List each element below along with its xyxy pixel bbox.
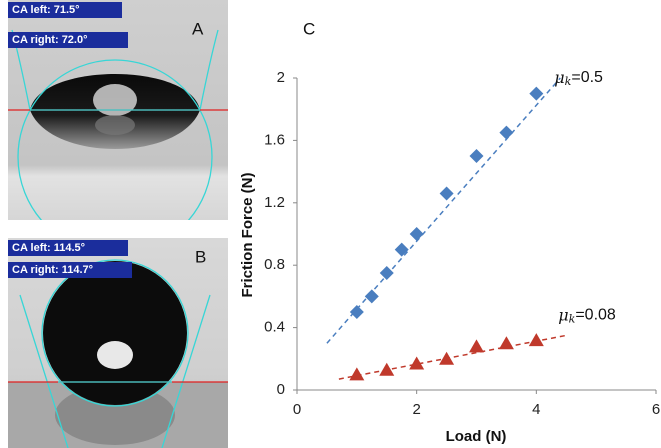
mu-value: =0.08 xyxy=(575,307,616,324)
panel-label: C xyxy=(303,19,315,38)
trend-line xyxy=(326,77,561,344)
data-point xyxy=(394,242,409,257)
x-tick-label: 2 xyxy=(412,401,420,418)
annotation: μk=0.08 xyxy=(558,305,616,326)
ca-right: CA right: 114.7° xyxy=(12,264,93,276)
data-point xyxy=(409,356,425,370)
data-point xyxy=(349,305,364,319)
data-point xyxy=(349,367,365,381)
data-point xyxy=(409,227,424,241)
x-tick-label: 6 xyxy=(652,401,660,418)
mu-subscript: k xyxy=(565,75,572,88)
data-point xyxy=(379,362,395,376)
y-tick-label: 1.2 xyxy=(264,194,285,211)
y-tick-label: 2 xyxy=(277,69,285,86)
x-axis-label: Load (N) xyxy=(446,428,507,445)
ca-left: CA left: 114.5° xyxy=(12,242,85,254)
data-point xyxy=(528,333,544,347)
data-point xyxy=(439,351,455,365)
y-tick-label: 0 xyxy=(277,381,285,398)
label-box xyxy=(8,2,122,18)
trend-line xyxy=(338,334,567,380)
panel-label: A xyxy=(192,19,204,38)
label-box xyxy=(8,262,132,278)
ca-right: CA right: 72.0° xyxy=(12,34,88,46)
data-point xyxy=(364,289,379,304)
label-box xyxy=(8,32,128,48)
ca-left: CA left: 71.5° xyxy=(12,4,80,16)
data-point xyxy=(379,266,394,280)
data-point xyxy=(439,186,454,201)
data-point xyxy=(499,125,514,140)
data-point xyxy=(469,149,484,163)
panel-label: B xyxy=(195,247,206,266)
y-tick-label: 0.8 xyxy=(264,256,285,273)
label-box xyxy=(8,240,128,256)
data-point xyxy=(498,336,514,350)
annotation: μk=0.5 xyxy=(554,68,603,89)
mu-value: =0.5 xyxy=(571,69,603,86)
mu-subscript: k xyxy=(569,312,576,325)
y-axis-label: Friction Force (N) xyxy=(239,172,256,297)
mu-symbol: μ xyxy=(554,68,564,87)
mu-symbol: μ xyxy=(558,305,568,324)
x-tick-label: 4 xyxy=(532,401,540,418)
x-tick-label: 0 xyxy=(293,401,301,418)
y-tick-label: 1.6 xyxy=(264,131,285,148)
data-point xyxy=(469,339,484,353)
data-point xyxy=(529,86,544,101)
y-tick-label: 0.4 xyxy=(264,319,285,336)
